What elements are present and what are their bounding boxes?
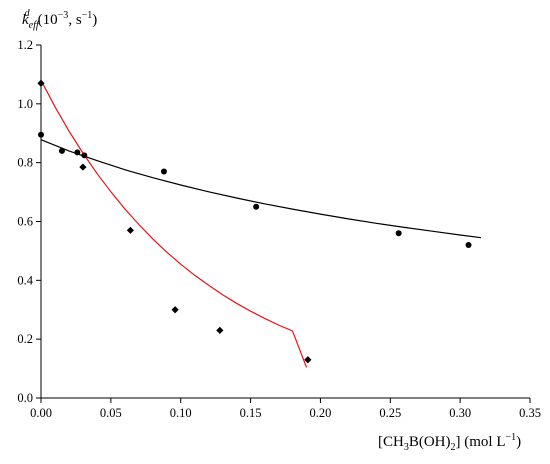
data-point-diamond <box>216 326 224 334</box>
data-point-circle <box>58 147 65 154</box>
data-point-diamond <box>304 356 312 364</box>
data-point-circle <box>465 242 472 249</box>
x-tick-label: 0.10 <box>170 406 192 420</box>
y-axis-label: keffd (10−3, s−1) <box>22 8 97 31</box>
y-tick-label: 0.2 <box>17 332 33 346</box>
y-tick-label: 1.0 <box>17 97 33 111</box>
x-tick-label: 0.05 <box>100 406 122 420</box>
data-point-diamond <box>171 306 179 314</box>
data-point-circle <box>38 131 44 138</box>
data-point-circle <box>395 230 402 237</box>
data-point-circle <box>81 152 88 159</box>
data-point-circle <box>253 203 260 210</box>
y-tick-label: 0.0 <box>17 391 33 405</box>
data-point-circle <box>74 149 81 156</box>
axes: 0.00 0.05 0.10 0.15 0.20 0.25 0.30 0.35 0.0 0.2 0.… <box>17 38 541 420</box>
data-point-diamond <box>126 226 135 234</box>
x-tick-label: 0.00 <box>30 406 52 420</box>
fit-curve-1 <box>40 139 482 239</box>
x-tick-label: 0.20 <box>309 406 331 420</box>
data-points <box>37 79 472 364</box>
y-tick-label: 0.6 <box>17 215 33 229</box>
data-point-diamond <box>37 79 45 87</box>
x-tick-label: 0.15 <box>240 406 262 420</box>
x-axis-label: [CH3B(OH)2] (mol L−1) <box>378 432 521 453</box>
fit-curve-2 <box>40 80 308 368</box>
fit-curves <box>40 80 482 368</box>
x-tick-label: 0.35 <box>519 406 541 420</box>
y-tick-label: 1.2 <box>17 38 33 52</box>
y-tick-label: 0.4 <box>17 273 33 287</box>
y-tick-label: 0.8 <box>17 156 33 170</box>
x-tick-label: 0.30 <box>449 406 471 420</box>
data-point-diamond <box>79 163 87 171</box>
data-point-circle <box>160 168 167 175</box>
x-tick-label: 0.25 <box>379 406 401 420</box>
